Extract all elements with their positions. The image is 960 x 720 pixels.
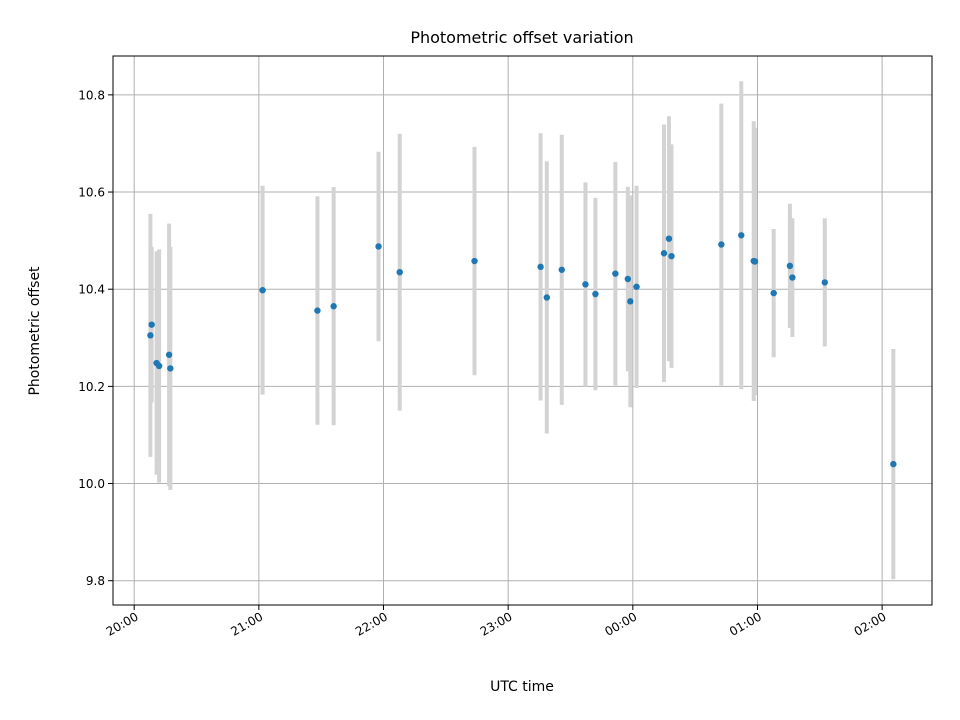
data-point bbox=[147, 332, 154, 339]
x-axis-label: UTC time bbox=[490, 679, 554, 695]
data-point bbox=[167, 365, 174, 372]
data-point bbox=[890, 460, 897, 468]
data-point bbox=[660, 250, 668, 257]
data-point bbox=[627, 298, 634, 305]
data-point bbox=[558, 266, 565, 273]
y-tick-label: 10.8 bbox=[78, 88, 105, 102]
data-point bbox=[165, 351, 173, 358]
data-point bbox=[718, 241, 725, 248]
data-point bbox=[582, 281, 589, 288]
y-tick-label: 9.8 bbox=[86, 574, 105, 588]
data-point bbox=[738, 232, 745, 239]
y-tick-label: 10.6 bbox=[78, 186, 105, 200]
data-point bbox=[259, 286, 266, 294]
data-point bbox=[770, 289, 777, 297]
y-axis-label: Photometric offset bbox=[27, 266, 43, 396]
data-point bbox=[665, 235, 673, 242]
data-point bbox=[624, 275, 632, 283]
data-point bbox=[751, 258, 759, 265]
gridlines bbox=[113, 56, 932, 605]
data-point bbox=[314, 307, 321, 314]
y-tick-label: 10.4 bbox=[78, 283, 105, 297]
data-point bbox=[155, 362, 163, 370]
data-point bbox=[375, 243, 382, 250]
data-point bbox=[543, 294, 551, 301]
data-point bbox=[471, 257, 478, 265]
data-point bbox=[592, 290, 599, 298]
data-point bbox=[789, 274, 796, 281]
plot-frame bbox=[112, 55, 933, 606]
chart-title: Photometric offset variation bbox=[410, 28, 633, 47]
data-point bbox=[786, 262, 794, 270]
data-point bbox=[612, 270, 619, 277]
y-tick-label: 10.2 bbox=[78, 380, 105, 394]
data-point bbox=[396, 268, 403, 276]
data-point bbox=[633, 283, 640, 290]
data-points bbox=[147, 232, 897, 468]
data-point bbox=[330, 303, 337, 310]
data-point bbox=[821, 279, 828, 286]
data-point bbox=[537, 263, 544, 271]
y-axis-ticks: 9.8 10.0 10.2 10.4 10.6 10.8 bbox=[78, 88, 113, 588]
data-point bbox=[148, 321, 155, 328]
data-point bbox=[668, 252, 675, 260]
y-tick-label: 10.0 bbox=[78, 477, 105, 491]
